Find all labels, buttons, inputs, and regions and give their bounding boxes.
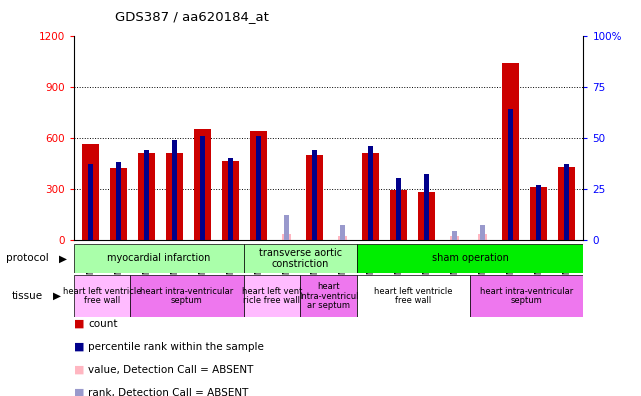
Bar bbox=[362, 153, 379, 240]
Text: tissue: tissue bbox=[12, 291, 43, 301]
Bar bbox=[244, 275, 300, 317]
Text: value, Detection Call = ABSENT: value, Detection Call = ABSENT bbox=[88, 365, 254, 375]
Bar bbox=[390, 190, 407, 240]
Bar bbox=[306, 154, 323, 240]
Text: myocardial infarction: myocardial infarction bbox=[107, 253, 210, 263]
Bar bbox=[340, 225, 345, 240]
Bar bbox=[452, 231, 457, 240]
Bar bbox=[74, 275, 130, 317]
Text: ■: ■ bbox=[74, 342, 84, 352]
Text: heart left vent
ricle free wall: heart left vent ricle free wall bbox=[242, 287, 302, 305]
Bar bbox=[530, 187, 547, 240]
Bar bbox=[300, 275, 357, 317]
Bar bbox=[74, 244, 244, 273]
Text: ■: ■ bbox=[74, 365, 84, 375]
Bar bbox=[284, 215, 289, 240]
Text: rank, Detection Call = ABSENT: rank, Detection Call = ABSENT bbox=[88, 388, 249, 396]
Bar bbox=[470, 275, 583, 317]
Text: protocol: protocol bbox=[6, 253, 49, 263]
Bar bbox=[357, 244, 583, 273]
Text: heart intra-ventricular
septum: heart intra-ventricular septum bbox=[140, 287, 233, 305]
Bar bbox=[564, 164, 569, 240]
Bar bbox=[228, 158, 233, 240]
Text: percentile rank within the sample: percentile rank within the sample bbox=[88, 342, 264, 352]
Bar bbox=[82, 145, 99, 240]
Text: count: count bbox=[88, 319, 118, 329]
Bar bbox=[138, 153, 155, 240]
Text: ▶: ▶ bbox=[59, 253, 67, 263]
Bar bbox=[166, 153, 183, 240]
Bar bbox=[312, 150, 317, 240]
Bar bbox=[244, 244, 357, 273]
Text: heart left ventricle
free wall: heart left ventricle free wall bbox=[374, 287, 453, 305]
Bar bbox=[396, 178, 401, 240]
Bar bbox=[357, 275, 470, 317]
Bar bbox=[194, 129, 211, 240]
Bar bbox=[110, 168, 127, 240]
Bar bbox=[418, 192, 435, 240]
Bar bbox=[536, 185, 541, 240]
Bar bbox=[480, 225, 485, 240]
Bar bbox=[130, 275, 244, 317]
Bar bbox=[88, 164, 93, 240]
Bar bbox=[144, 150, 149, 240]
Text: heart
intra-ventricul
ar septum: heart intra-ventricul ar septum bbox=[299, 282, 358, 310]
Bar bbox=[250, 131, 267, 240]
Bar bbox=[172, 140, 177, 240]
Bar bbox=[116, 162, 121, 240]
Text: heart left ventricle
free wall: heart left ventricle free wall bbox=[63, 287, 141, 305]
Text: heart intra-ventricular
septum: heart intra-ventricular septum bbox=[480, 287, 573, 305]
Bar bbox=[256, 135, 261, 240]
Bar bbox=[478, 234, 487, 240]
Bar bbox=[222, 162, 239, 240]
Text: GDS387 / aa620184_at: GDS387 / aa620184_at bbox=[115, 10, 269, 23]
Bar bbox=[502, 63, 519, 240]
Bar bbox=[424, 174, 429, 240]
Text: ■: ■ bbox=[74, 388, 84, 396]
Text: sham operation: sham operation bbox=[431, 253, 508, 263]
Bar bbox=[558, 166, 575, 240]
Bar bbox=[282, 234, 291, 240]
Bar bbox=[368, 146, 373, 240]
Bar bbox=[508, 109, 513, 240]
Text: ■: ■ bbox=[74, 319, 84, 329]
Bar bbox=[451, 236, 459, 240]
Bar bbox=[338, 236, 347, 240]
Text: transverse aortic
constriction: transverse aortic constriction bbox=[258, 248, 342, 269]
Text: ▶: ▶ bbox=[53, 291, 61, 301]
Bar bbox=[200, 135, 205, 240]
